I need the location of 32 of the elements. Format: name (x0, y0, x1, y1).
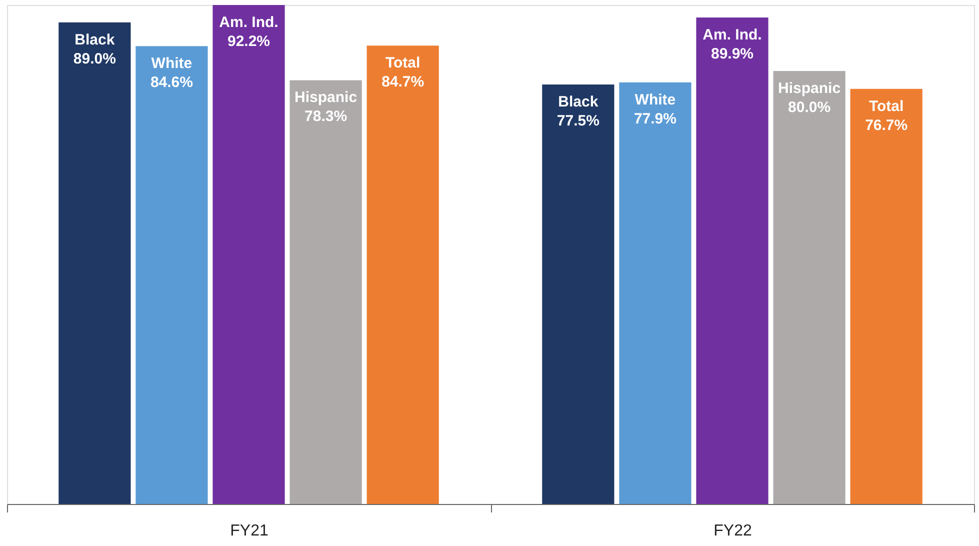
text: Hispanic (778, 80, 841, 98)
bar (619, 82, 692, 504)
bar (542, 84, 614, 504)
bar (773, 71, 846, 504)
text: Black (558, 94, 598, 111)
data-label: 92.2% (227, 33, 270, 50)
x-tick-label: FY21 (230, 522, 268, 540)
bar (212, 5, 285, 504)
bar (366, 46, 439, 504)
bar (290, 80, 362, 504)
bar (696, 17, 768, 504)
series-label: Am. Ind. (702, 26, 762, 44)
data-label: 89.0% (73, 50, 116, 68)
data-label: 77.5% (556, 112, 600, 130)
text: Total (868, 98, 904, 115)
data-label: 84.6% (150, 74, 193, 92)
data-label: 80.0% (788, 99, 831, 116)
text: White (634, 91, 676, 108)
data-label: 78.3% (304, 108, 348, 126)
x-tick-label: FY22 (714, 522, 752, 540)
bar (850, 88, 922, 504)
bar (58, 22, 131, 504)
data-label: 84.7% (382, 74, 424, 91)
data-label: 89.9% (710, 45, 754, 62)
series-label: White (151, 55, 192, 72)
series-label: Hispanic (294, 89, 358, 106)
data-label: 76.7% (865, 116, 908, 134)
series-label: Total (385, 54, 420, 72)
series-label: Black (74, 31, 116, 48)
text: Am. Ind. (219, 14, 278, 31)
bar (136, 46, 208, 504)
data-label: 77.9% (634, 110, 676, 128)
